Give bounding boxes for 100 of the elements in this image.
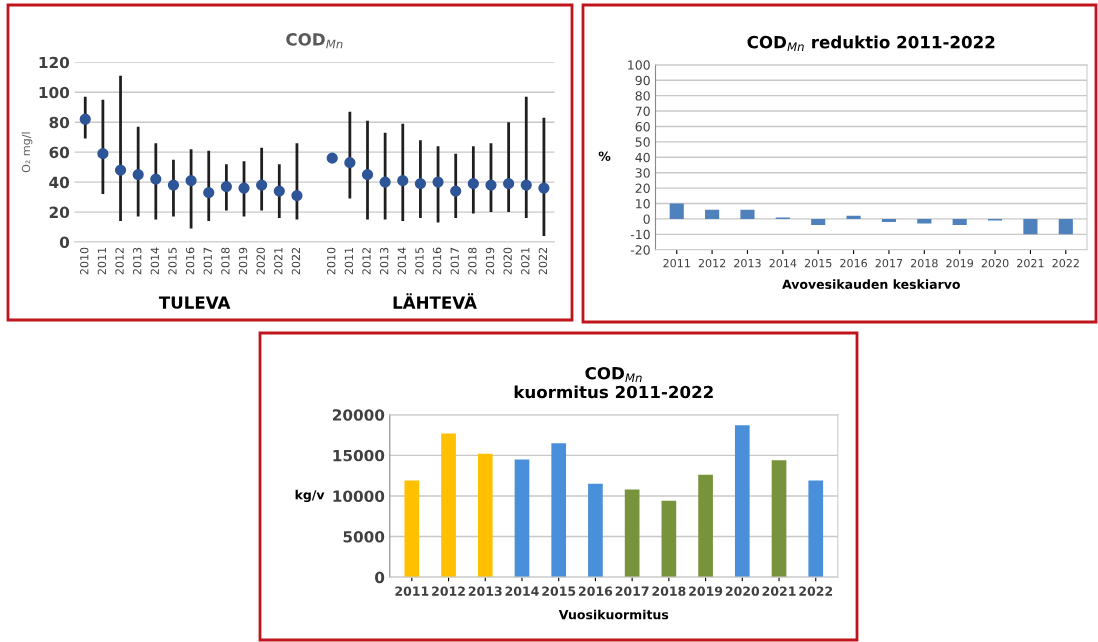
point [432, 176, 444, 188]
x-tick-label: 2022 [1052, 258, 1079, 268]
x-tick-label: 2011 [97, 247, 107, 275]
x-tick-label: 2010 [80, 247, 89, 275]
bar [705, 209, 720, 219]
point [185, 175, 197, 187]
bar [588, 483, 603, 578]
point [97, 148, 109, 160]
x-tick-label: 2015 [542, 586, 576, 596]
x-tick-label: 2012 [432, 586, 465, 596]
y-tick-label: -10 [630, 229, 650, 240]
y-tick-label: 10 [636, 198, 650, 209]
point [379, 176, 391, 188]
bar [477, 453, 493, 578]
x-tick-label: 2020 [503, 247, 512, 275]
x-axis-title: Avovesikauden keskiarvo [782, 279, 960, 289]
y-axis-title: O₂ mg/l [21, 132, 33, 173]
point [538, 182, 550, 194]
x-tick-label: 2014 [150, 247, 160, 275]
x-tick-label: 2016 [840, 258, 868, 268]
point [503, 178, 515, 190]
y-tick-label: 100 [39, 86, 70, 99]
y-tick-label: 80 [635, 91, 650, 101]
bar [808, 480, 824, 578]
x-tick-label: 2021 [1017, 258, 1044, 268]
bar [811, 218, 826, 226]
point [291, 189, 303, 202]
y-tick-label: 20000 [332, 409, 385, 421]
point [79, 113, 91, 125]
point [203, 186, 215, 199]
bar [734, 425, 750, 578]
x-tick-label: 2013 [379, 247, 389, 275]
y-tick-label: 60 [49, 146, 70, 159]
x-tick-label: 2012 [698, 258, 726, 268]
bar [669, 203, 684, 219]
x-tick-label: 2022 [538, 248, 548, 275]
y-tick-label: 100 [628, 60, 650, 70]
bar [771, 460, 787, 578]
bar [514, 459, 530, 578]
x-axis-title: Vuosikuormitus [558, 609, 669, 620]
bar [661, 500, 677, 578]
x-tick-label: 2016 [432, 247, 442, 275]
y-tick-label: 20 [635, 183, 650, 194]
x-tick-label: 2014 [769, 258, 797, 268]
point [361, 169, 374, 181]
y-axis-title: % [598, 151, 611, 161]
x-tick-label: 2013 [734, 258, 761, 268]
bar [952, 218, 967, 226]
x-tick-label: 2014 [505, 586, 539, 596]
x-tick-label: 2020 [256, 247, 265, 275]
x-tick-label: 2015 [168, 247, 177, 275]
y-tick-label: 0 [643, 214, 650, 224]
point [132, 169, 144, 181]
x-tick-label: 2019 [946, 258, 974, 268]
point [167, 179, 180, 191]
x-tick-label: 2017 [875, 258, 903, 268]
x-tick-label: 2020 [725, 586, 760, 596]
point [414, 178, 427, 190]
y-tick-label: 10000 [333, 490, 385, 502]
x-tick-label: 2011 [663, 258, 690, 268]
point [273, 185, 285, 197]
x-tick-label: 2017 [450, 247, 459, 275]
y-tick-label: 30 [635, 168, 650, 178]
point [450, 185, 462, 197]
chart-title: COD$_{Mn}$ [286, 33, 343, 49]
bar [698, 474, 713, 578]
x-tick-label: 2013 [468, 586, 502, 596]
x-tick-label: 2019 [689, 586, 723, 596]
x-tick-label: 2022 [291, 248, 301, 275]
y-tick-label: -20 [630, 245, 650, 255]
y-tick-label: 20 [49, 206, 70, 219]
x-tick-label: 2018 [910, 258, 938, 268]
x-tick-label: 2017 [615, 586, 649, 596]
point [114, 164, 127, 176]
point [238, 182, 250, 194]
x-tick-label: 2015 [804, 258, 832, 268]
x-tick-label: 2020 [981, 258, 1009, 268]
x-tick-label: 2011 [395, 586, 429, 596]
bar [1023, 218, 1038, 235]
point [220, 181, 232, 193]
y-tick-label: 5000 [343, 531, 385, 543]
y-axis-title: kg/v [295, 489, 325, 503]
x-tick-label: 2016 [185, 247, 195, 275]
bar [551, 443, 567, 578]
x-tick-label: 2017 [203, 247, 212, 275]
bar [740, 209, 755, 219]
text: LÄHTEVÄ [393, 293, 477, 309]
chart-title: COD$_{Mn}$ kuormitus 2011-2022 [514, 366, 713, 399]
y-tick-label: 0 [375, 571, 385, 584]
x-tick-label: 2016 [579, 586, 613, 596]
x-tick-label: 2021 [274, 247, 283, 275]
x-tick-label: 2012 [115, 248, 124, 275]
y-tick-label: 70 [635, 106, 650, 116]
x-tick-label: 2019 [485, 247, 495, 275]
text: TULEVA [158, 296, 231, 309]
bar [1058, 218, 1073, 235]
point [485, 179, 497, 191]
point [344, 157, 356, 169]
x-tick-label: 2015 [415, 247, 424, 275]
x-tick-label: 2018 [221, 247, 230, 275]
